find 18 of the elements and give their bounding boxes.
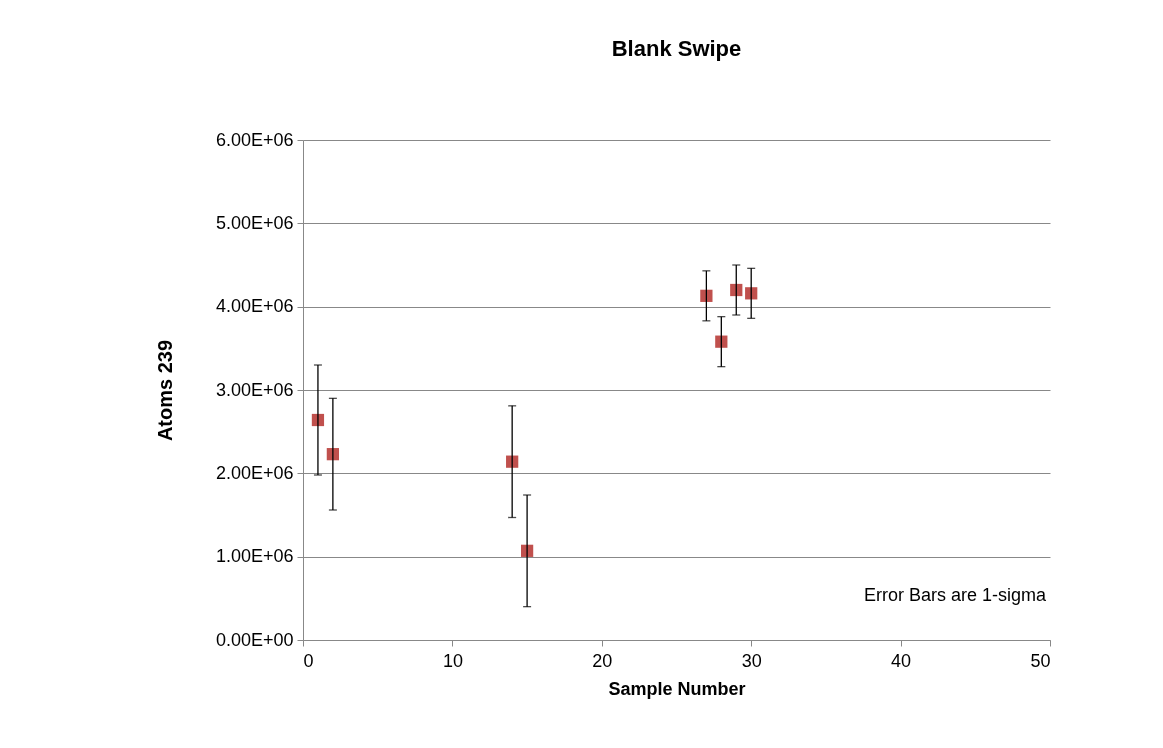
y-tick-label: 6.00E+06 (215, 129, 294, 150)
y-tick-label: 0.00E+00 (215, 629, 294, 650)
x-tick-label: 50 (1030, 650, 1051, 671)
point (700, 289, 713, 302)
x-tick-label: 10 (442, 650, 463, 671)
x-tick-label: 30 (741, 650, 762, 671)
x-tick-label: 20 (592, 650, 613, 671)
annotation: Error Bars are 1-sigma (863, 585, 1047, 605)
y-tick-label: 4.00E+06 (215, 296, 294, 317)
y-axis-title: Atoms 239 (153, 339, 176, 442)
y-tick-label: 1.00E+06 (215, 546, 294, 567)
y-tick-label: 5.00E+06 (215, 212, 294, 233)
x-axis-title: Sample Number (608, 678, 746, 699)
x-tick-label: 0 (303, 650, 314, 671)
chart-title: Blank Swipe (611, 36, 742, 61)
y-tick-label: 3.00E+06 (215, 379, 294, 400)
y-tick-label: 2.00E+06 (215, 462, 294, 483)
x-tick-label: 40 (891, 650, 912, 671)
